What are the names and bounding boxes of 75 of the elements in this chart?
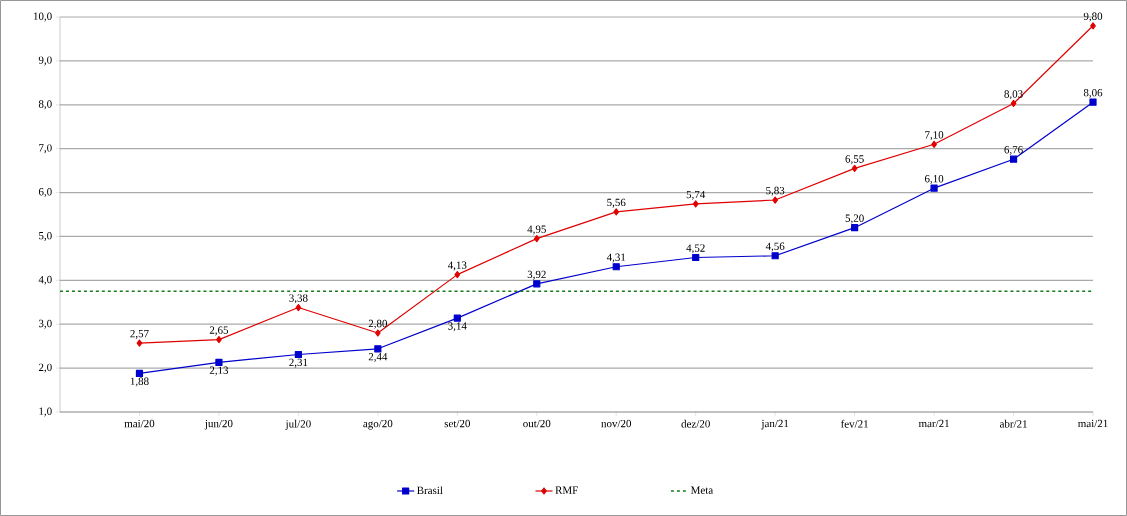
data-label: 2,57 bbox=[130, 329, 149, 339]
point bbox=[1090, 22, 1096, 30]
data-label: 2,31 bbox=[289, 358, 308, 368]
y-tick-label: 3,0 bbox=[38, 319, 52, 329]
data-label: 8,03 bbox=[1004, 90, 1023, 100]
y-tick-label: 2,0 bbox=[38, 363, 52, 373]
point bbox=[1089, 98, 1097, 106]
point bbox=[851, 224, 859, 232]
point bbox=[851, 164, 858, 173]
point bbox=[771, 252, 779, 260]
y-tick-label: 4,0 bbox=[38, 275, 52, 285]
point bbox=[613, 208, 620, 216]
data-label: 8,06 bbox=[1083, 88, 1103, 98]
data-label: 5,56 bbox=[607, 198, 626, 208]
y-tick-label: 10,0 bbox=[33, 12, 52, 22]
data-label: 4,95 bbox=[527, 225, 546, 235]
x-tick-label: mai/21 bbox=[1078, 419, 1108, 428]
y-tick-label: 8,0 bbox=[38, 100, 52, 110]
legend-label: RMF bbox=[555, 486, 578, 494]
point bbox=[772, 196, 779, 204]
x-tick-label: nov/20 bbox=[601, 419, 632, 428]
point bbox=[931, 140, 937, 148]
data-label: 3,92 bbox=[527, 270, 546, 280]
point bbox=[375, 329, 381, 337]
point bbox=[930, 184, 938, 192]
x-tick-label: jan/21 bbox=[761, 419, 789, 430]
x-tick-label: set/20 bbox=[444, 419, 470, 428]
data-label: 3,14 bbox=[448, 322, 467, 332]
x-tick-label: dez/20 bbox=[681, 419, 710, 428]
x-tick-label: jun/20 bbox=[204, 419, 233, 430]
point bbox=[1010, 99, 1017, 108]
data-label: 2,65 bbox=[209, 326, 229, 336]
point bbox=[295, 303, 302, 312]
point bbox=[136, 339, 143, 347]
point bbox=[454, 271, 461, 279]
point bbox=[1009, 155, 1018, 163]
x-tick-label: fev/21 bbox=[840, 419, 868, 428]
data-label: 4,13 bbox=[447, 261, 467, 271]
point bbox=[692, 200, 699, 208]
x-tick-label: mai/20 bbox=[124, 419, 155, 428]
data-label: 2,13 bbox=[209, 366, 229, 376]
data-label: 4,52 bbox=[686, 244, 705, 254]
data-label: 6,10 bbox=[924, 175, 944, 184]
data-label: 3,38 bbox=[289, 294, 308, 304]
x-tick-label: jul/20 bbox=[285, 419, 311, 430]
data-label: 6,55 bbox=[845, 155, 864, 165]
y-tick-label: 1,0 bbox=[39, 407, 52, 417]
point bbox=[135, 369, 144, 377]
data-label: 2,80 bbox=[368, 319, 388, 329]
legend-label: Meta bbox=[690, 486, 714, 494]
point bbox=[533, 235, 540, 243]
data-label: 6,76 bbox=[1004, 146, 1023, 156]
data-label: 9,80 bbox=[1083, 12, 1103, 22]
y-tick-label: 5,0 bbox=[39, 231, 52, 241]
legend-label: Brasil bbox=[417, 486, 443, 495]
point bbox=[612, 263, 620, 271]
data-label: 4,56 bbox=[765, 242, 785, 252]
point bbox=[692, 253, 700, 262]
data-label: 7,10 bbox=[925, 131, 944, 141]
point bbox=[453, 314, 461, 322]
data-label: 5,83 bbox=[766, 186, 785, 196]
data-label: 4,31 bbox=[606, 253, 626, 263]
data-label: 2,44 bbox=[368, 353, 388, 362]
x-tick-label: ago/20 bbox=[363, 419, 393, 430]
data-label: 5,74 bbox=[686, 190, 706, 200]
data-label: 5,20 bbox=[845, 214, 864, 224]
x-tick-label: abr/21 bbox=[999, 419, 1027, 428]
y-tick-label: 6,0 bbox=[38, 188, 52, 198]
y-tick-label: 7,0 bbox=[39, 144, 52, 154]
point bbox=[533, 280, 541, 288]
point bbox=[374, 345, 382, 353]
data-label: 1,88 bbox=[130, 377, 149, 387]
y-tick-label: 9,0 bbox=[38, 56, 52, 66]
x-tick-label: mar/21 bbox=[918, 419, 949, 428]
x-tick-label: out/20 bbox=[523, 419, 551, 428]
